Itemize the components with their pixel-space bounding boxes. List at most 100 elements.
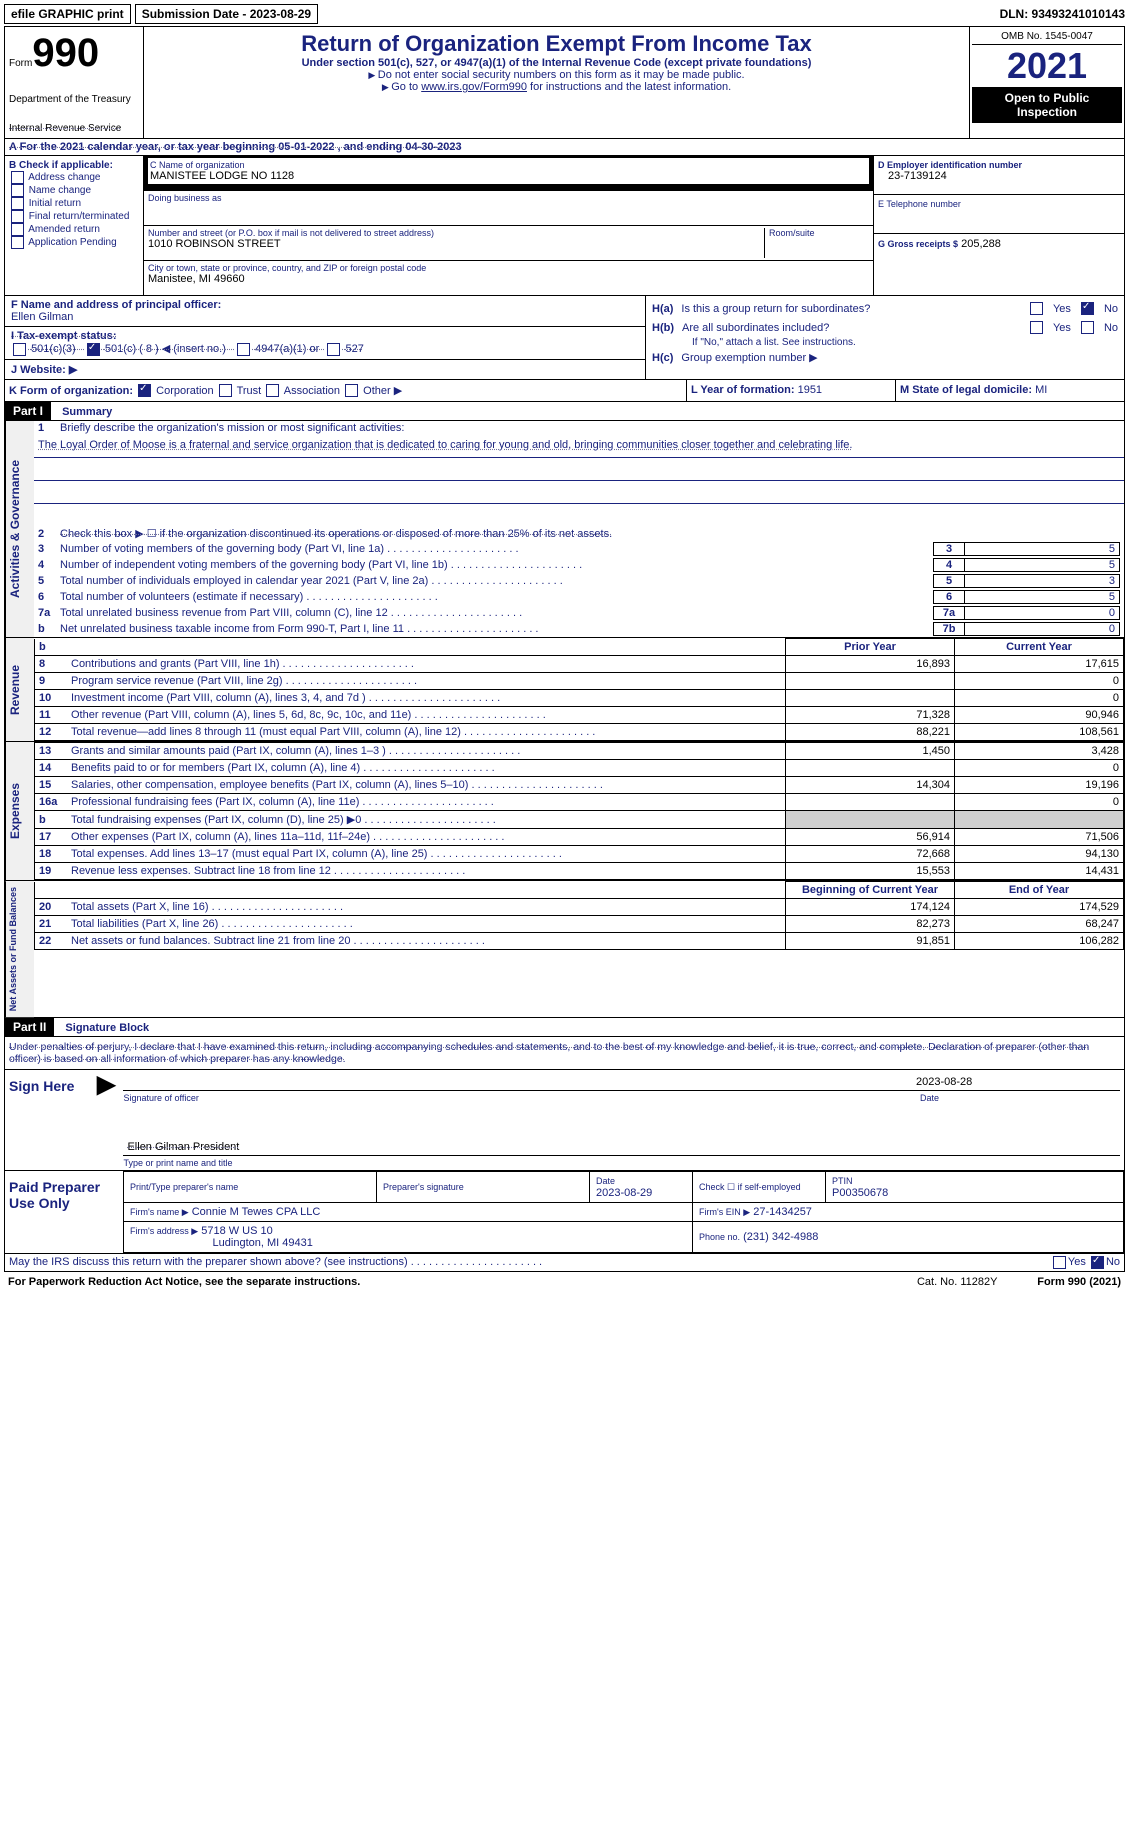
hb-no-cb[interactable] [1081,321,1094,334]
k-assoc: Association [284,385,340,397]
line2-num: 2 [38,528,60,540]
expenses-section: Expenses 13Grants and similar amounts pa… [4,742,1125,881]
firm-ein-label: Firm's EIN ▶ [699,1207,750,1217]
summary-line-3: 3Number of voting members of the governi… [34,541,1124,557]
cb-corp[interactable] [138,384,151,397]
cb-assoc[interactable] [266,384,279,397]
revenue-content: b Prior Year Current Year 8Contributions… [34,638,1124,741]
col-b-checkboxes: B Check if applicable: Address change Na… [5,156,144,295]
hb-yes-cb[interactable] [1030,321,1043,334]
cb-501c[interactable] [87,343,100,356]
table-row: 21Total liabilities (Part X, line 26)82,… [35,916,1124,933]
k-label: K Form of organization: [9,385,133,397]
cb-final-return/terminated[interactable] [11,210,24,223]
hdr-curr: Current Year [955,639,1124,656]
right-h: H(a) Is this a group return for subordin… [646,296,1124,379]
dba-cell: Doing business as [144,191,873,226]
city-value: Manistee, MI 49660 [148,273,869,285]
table-row: 8Contributions and grants (Part VIII, li… [35,656,1124,673]
ptin-label: PTIN [832,1176,853,1186]
cb-other[interactable] [345,384,358,397]
cb-amended-return[interactable] [11,223,24,236]
colb-item: Name change [9,184,139,197]
preparer-table: Print/Type preparer's name Preparer's si… [123,1171,1124,1253]
title-box: Return of Organization Exempt From Incom… [144,27,969,138]
ein-value: 23-7139124 [878,170,1120,182]
cb-initial-return[interactable] [11,197,24,210]
l-label: L Year of formation: [691,384,795,396]
table-row: 13Grants and similar amounts paid (Part … [35,743,1124,760]
goto-note: Go to www.irs.gov/Form990 for instructio… [150,81,963,93]
city-cell: City or town, state or province, country… [144,261,873,295]
prep-date: 2023-08-29 [596,1187,652,1199]
cell-k: K Form of organization: Corporation Trus… [5,380,687,402]
sign-here-right: 2023-08-28 Signature of officer Date Ell… [119,1070,1124,1170]
cb-trust[interactable] [219,384,232,397]
sig-date: 2023-08-28 [912,1074,1120,1090]
hb-row: H(b) Are all subordinates included? Yes … [652,318,1118,337]
vlabel-revenue: Revenue [5,638,34,741]
tel-cell: E Telephone number [874,195,1124,234]
discuss-yes-cb[interactable] [1053,1256,1066,1269]
ha-yes-cb[interactable] [1030,302,1043,315]
prep-date-label: Date [596,1176,615,1186]
cb-address-change[interactable] [11,171,24,184]
form-number-box: Form990 Department of the Treasury Inter… [5,27,144,138]
hdr-beg: Beginning of Current Year [786,882,955,899]
l-val: 1951 [798,384,822,396]
table-row: 12Total revenue—add lines 8 through 11 (… [35,724,1124,741]
netassets-table: Beginning of Current Year End of Year 20… [34,881,1124,950]
hb-note: If "No," attach a list. See instructions… [652,337,1118,348]
year-box: OMB No. 1545-0047 2021 Open to Public In… [969,27,1124,138]
discuss-no-cb[interactable] [1091,1256,1104,1269]
cb-4947[interactable] [237,343,250,356]
sig-officer-line: 2023-08-28 [123,1074,1120,1091]
ha-yes: Yes [1053,303,1071,315]
paid-preparer-row: Paid Preparer Use Only Print/Type prepar… [5,1170,1124,1253]
prep-name-label: Print/Type preparer's name [130,1182,238,1192]
netassets-content: Beginning of Current Year End of Year 20… [34,881,1124,1017]
part2-hdr: Part II [5,1018,54,1036]
col-d: D Employer identification number 23-7139… [873,156,1124,295]
activities-section: Activities & Governance 1 Briefly descri… [4,421,1125,638]
arrow-icon: ▶ [93,1070,119,1170]
table-row: 19Revenue less expenses. Subtract line 1… [35,863,1124,880]
cb-application-pending[interactable] [11,236,24,249]
k-trust: Trust [237,385,262,397]
part1-hdr: Part I [5,402,51,420]
summary-line-5: 5Total number of individuals employed in… [34,573,1124,589]
row-a-tax-year: A For the 2021 calendar year, or tax yea… [4,139,1125,156]
left-fij: F Name and address of principal officer:… [5,296,646,379]
efile-print-button[interactable]: efile GRAPHIC print [4,4,131,24]
ha-no-cb[interactable] [1081,302,1094,315]
room-label: Room/suite [769,228,869,238]
dba-label: Doing business as [148,193,869,203]
org-name: MANISTEE LODGE NO 1128 [150,170,867,182]
sig-officer-label: Signature of officer [123,1093,920,1103]
table-row: 16aProfessional fundraising fees (Part I… [35,794,1124,811]
sign-here-row: Sign Here ▶ 2023-08-28 Signature of offi… [5,1069,1124,1170]
check-self: Check ☐ if self-employed [699,1182,801,1192]
cb-name-change[interactable] [11,184,24,197]
mission-blank3 [34,504,1124,526]
cb-527[interactable] [327,343,340,356]
opt-501c: 501(c) ( 8 ) ◀ (insert no.) [105,343,226,355]
colb-item: Application Pending [9,236,139,249]
ein-cell: D Employer identification number 23-7139… [874,156,1124,195]
expenses-table: 13Grants and similar amounts paid (Part … [34,742,1124,880]
cb-501c3[interactable] [13,343,26,356]
hb-no: No [1104,322,1118,334]
part1-title: Summary [54,404,120,420]
irs-link[interactable]: www.irs.gov/Form990 [421,81,527,93]
part2-header: Part II Signature Block [4,1018,1125,1037]
k-corp: Corporation [156,385,213,397]
activities-content: 1 Briefly describe the organization's mi… [34,421,1124,637]
form-number: 990 [32,31,99,75]
page-footer: For Paperwork Reduction Act Notice, see … [4,1272,1125,1292]
cat-no: Cat. No. 11282Y [877,1276,1037,1288]
cell-l: L Year of formation: 1951 [687,380,896,402]
hdr-end: End of Year [955,882,1124,899]
tax-status-cell: I Tax-exempt status: 501(c)(3) 501(c) ( … [5,327,645,360]
arrow-icon-2 [123,1109,131,1136]
row-klm: K Form of organization: Corporation Trus… [4,380,1125,403]
